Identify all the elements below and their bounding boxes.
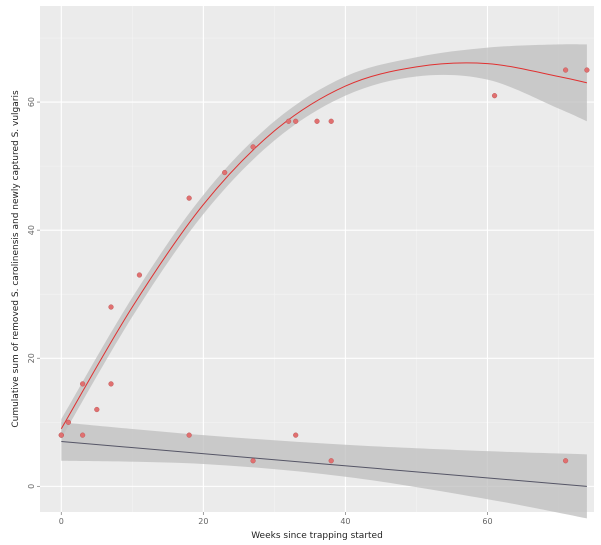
data-point-series-2	[80, 433, 85, 438]
y-tick-label: 40	[27, 225, 36, 235]
data-point-series-1	[315, 119, 320, 124]
data-point-series-1	[137, 273, 142, 278]
data-point-series-1	[109, 305, 114, 310]
data-point-series-2	[187, 433, 192, 438]
y-tick-label: 0	[27, 484, 36, 489]
data-point-series-1	[94, 407, 99, 412]
x-tick-label: 60	[482, 517, 492, 526]
x-tick-label: 0	[59, 517, 64, 526]
data-point-series-1	[584, 68, 589, 73]
data-point-series-2	[563, 458, 568, 463]
data-point-series-1	[286, 119, 291, 124]
data-point-series-1	[109, 381, 114, 386]
y-tick-label: 60	[27, 97, 36, 107]
data-point-series-1	[251, 145, 256, 150]
data-point-series-2	[59, 433, 64, 438]
data-point-series-2	[251, 458, 256, 463]
data-point-series-1	[222, 170, 227, 175]
x-tick-label: 40	[340, 517, 350, 526]
data-point-series-1	[492, 93, 497, 98]
x-axis-title: Weeks since trapping started	[251, 531, 383, 541]
data-point-series-1	[329, 119, 334, 124]
data-point-series-2	[329, 458, 334, 463]
data-point-series-1	[293, 119, 298, 124]
y-tick-label: 20	[27, 353, 36, 363]
data-point-series-1	[187, 196, 192, 201]
x-tick-label: 20	[198, 517, 208, 526]
data-point-series-1	[563, 68, 568, 73]
data-point-series-1	[80, 381, 85, 386]
data-point-series-2	[293, 433, 298, 438]
data-point-series-1	[66, 420, 71, 425]
y-axis-title: Cumulative sum of removed S. carolinensi…	[11, 90, 21, 428]
